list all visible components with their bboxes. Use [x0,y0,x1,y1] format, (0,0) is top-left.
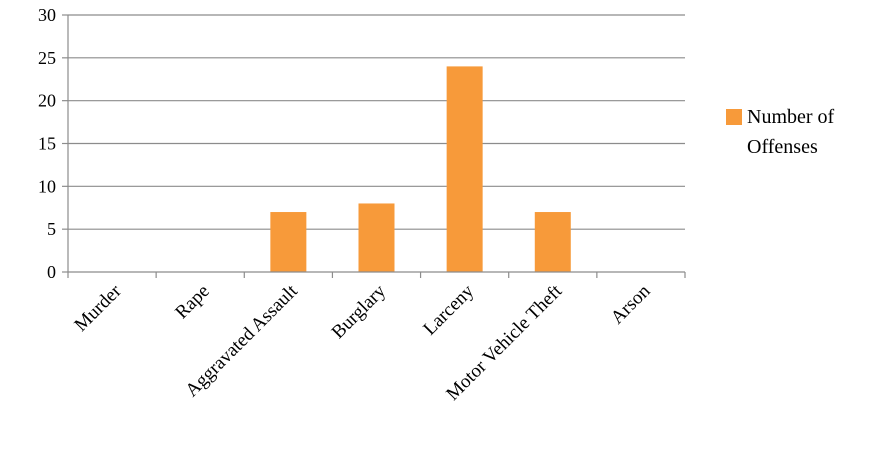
legend: Number of Offenses [726,106,835,158]
bars [270,66,571,273]
x-tick-label: Larceny [419,280,478,339]
bar [270,212,307,272]
y-axis: 0 5 10 15 20 25 30 [38,5,69,282]
bar [446,66,483,273]
bar [534,212,571,272]
legend-label-line-2: Offenses [747,136,818,158]
x-tick-label: Rape [171,281,213,323]
legend-swatch [726,109,742,125]
bar [358,203,395,272]
y-tick-label: 10 [38,176,56,196]
legend-label-line-1: Number of [747,106,835,128]
y-tick-label: 5 [47,219,56,239]
gridlines [68,14,685,230]
y-tick-label: 25 [38,48,56,68]
y-tick-label: 15 [38,134,56,154]
x-tick-label: Arson [607,280,655,328]
x-tick-label: Burglary [328,280,391,343]
x-tick-label: Murder [70,280,126,336]
y-tick-label: 0 [47,262,56,282]
y-tick-label: 30 [38,5,56,25]
y-tick-label: 20 [38,91,56,111]
